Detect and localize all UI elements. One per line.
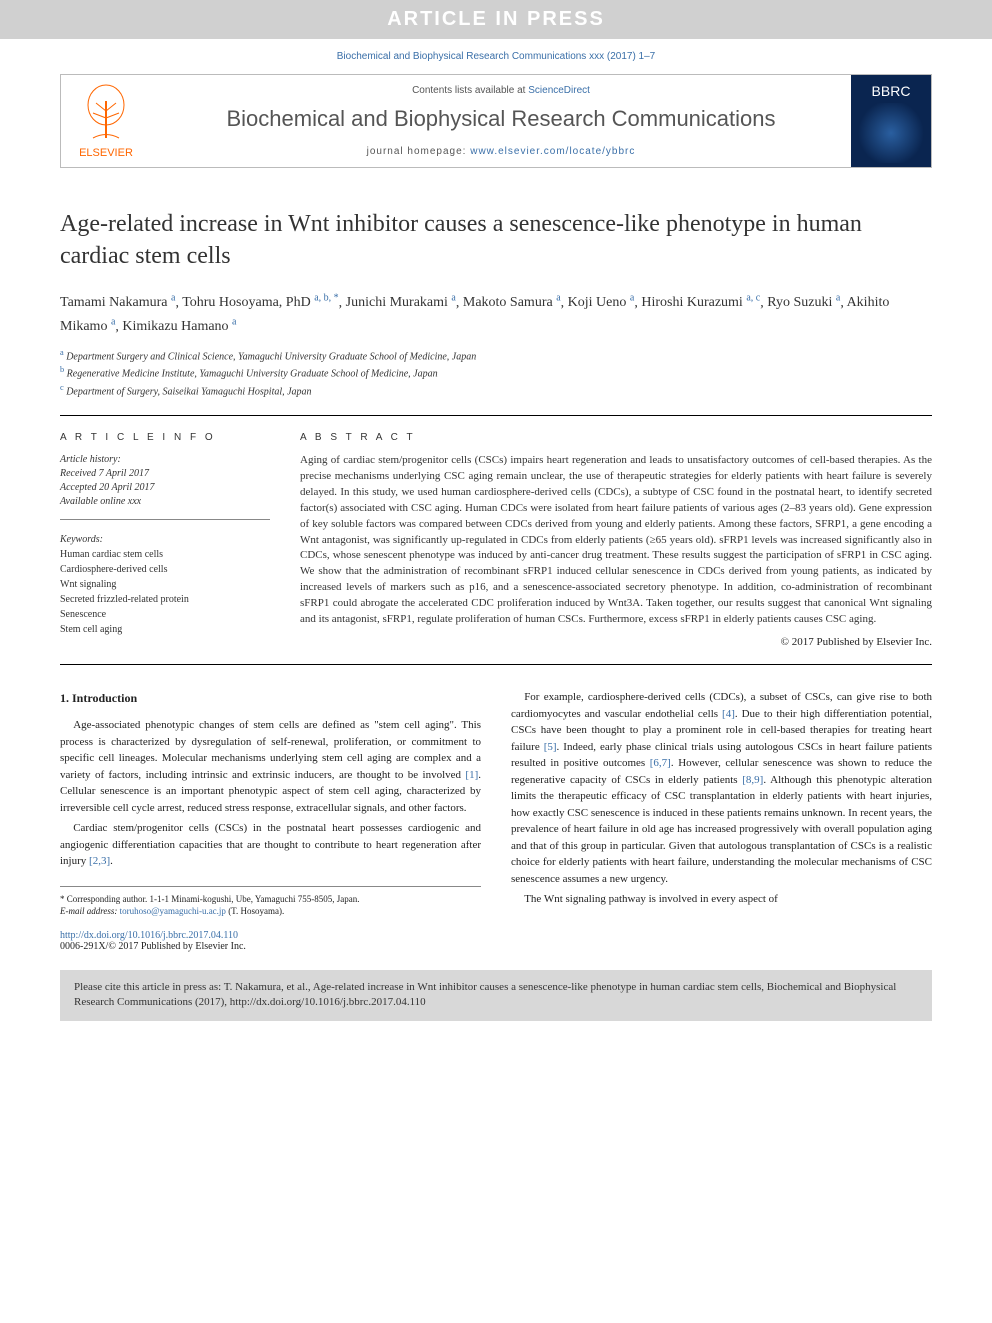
doi-link[interactable]: http://dx.doi.org/10.1016/j.bbrc.2017.04… (60, 930, 238, 941)
author: Tohru Hosoyama, PhD a, b, * (182, 295, 338, 310)
header-center: Contents lists available at ScienceDirec… (151, 75, 851, 167)
affiliation: b Regenerative Medicine Institute, Yamag… (60, 364, 932, 381)
corresponding-author: * Corresponding author. 1-1-1 Minami-kog… (60, 893, 481, 906)
author: Junichi Murakami a (346, 295, 456, 310)
divider (60, 664, 932, 665)
contents-prefix: Contents lists available at (412, 85, 528, 96)
article-info-column: A R T I C L E I N F O Article history: R… (60, 432, 270, 648)
elsevier-tree-icon (81, 83, 131, 143)
journal-citation: Biochemical and Biophysical Research Com… (0, 39, 992, 74)
keyword: Stem cell aging (60, 622, 270, 637)
article-history: Article history: Received 7 April 2017 A… (60, 453, 270, 520)
ref-link[interactable]: [2,3] (89, 855, 110, 867)
ref-link[interactable]: [4] (722, 708, 735, 720)
intro-para-2: Cardiac stem/progenitor cells (CSCs) in … (60, 820, 481, 870)
journal-cover-thumb: BBRC (851, 75, 931, 167)
author: Tamami Nakamura a (60, 295, 175, 310)
issn-line: 0006-291X/© 2017 Published by Elsevier I… (60, 941, 932, 952)
cite-box: Please cite this article in press as: T.… (60, 970, 932, 1021)
column-left: 1. Introduction Age-associated phenotypi… (60, 689, 481, 918)
ref-link[interactable]: [1] (465, 769, 478, 781)
journal-name: Biochemical and Biophysical Research Com… (161, 106, 841, 132)
corresponding-email: E-mail address: toruhoso@yamaguchi-u.ac.… (60, 905, 481, 918)
intro-para-1: Age-associated phenotypic changes of ste… (60, 717, 481, 816)
article-in-press-banner: ARTICLE IN PRESS (0, 0, 992, 39)
info-abstract-row: A R T I C L E I N F O Article history: R… (60, 432, 932, 648)
elsevier-label: ELSEVIER (79, 147, 133, 159)
keywords-list: Human cardiac stem cellsCardiosphere-der… (60, 547, 270, 637)
keyword: Senescence (60, 607, 270, 622)
contents-line: Contents lists available at ScienceDirec… (161, 85, 841, 96)
abstract-column: A B S T R A C T Aging of cardiac stem/pr… (300, 432, 932, 648)
email-name: (T. Hosoyama). (228, 906, 284, 916)
author: Kimikazu Hamano a (122, 319, 236, 334)
homepage-link[interactable]: www.elsevier.com/locate/ybbrc (470, 146, 635, 157)
ref-link[interactable]: [5] (544, 741, 557, 753)
homepage-prefix: journal homepage: (367, 146, 471, 157)
affiliations: a Department Surgery and Clinical Scienc… (60, 347, 932, 399)
history-accepted: Accepted 20 April 2017 (60, 481, 270, 495)
keywords-label: Keywords: (60, 534, 270, 545)
author: Hiroshi Kurazumi a, c (641, 295, 760, 310)
email-link[interactable]: toruhoso@yamaguchi-u.ac.jp (120, 906, 226, 916)
cover-image (855, 103, 927, 163)
sciencedirect-link[interactable]: ScienceDirect (528, 85, 590, 96)
intro-para-4: The Wnt signaling pathway is involved in… (511, 891, 932, 908)
author: Makoto Samura a (463, 295, 561, 310)
body-columns: 1. Introduction Age-associated phenotypi… (60, 689, 932, 918)
author: Ryo Suzuki a (767, 295, 840, 310)
ref-link[interactable]: [8,9] (742, 774, 763, 786)
affiliation: c Department of Surgery, Saiseikai Yamag… (60, 382, 932, 399)
history-online: Available online xxx (60, 495, 270, 509)
doi-block: http://dx.doi.org/10.1016/j.bbrc.2017.04… (60, 930, 932, 952)
journal-header-box: ELSEVIER Contents lists available at Sci… (60, 74, 932, 168)
footnotes: * Corresponding author. 1-1-1 Minami-kog… (60, 886, 481, 918)
email-label: E-mail address: (60, 906, 117, 916)
authors-list: Tamami Nakamura a, Tohru Hosoyama, PhD a… (60, 291, 932, 339)
abstract-text: Aging of cardiac stem/progenitor cells (… (300, 453, 932, 628)
article-title: Age-related increase in Wnt inhibitor ca… (60, 208, 932, 273)
ref-link[interactable]: [6,7] (650, 757, 671, 769)
keyword: Wnt signaling (60, 577, 270, 592)
section-1-heading: 1. Introduction (60, 689, 481, 707)
author: Koji Ueno a (568, 295, 635, 310)
history-received: Received 7 April 2017 (60, 467, 270, 481)
affiliation: a Department Surgery and Clinical Scienc… (60, 347, 932, 364)
column-right: For example, cardiosphere-derived cells … (511, 689, 932, 918)
homepage-line: journal homepage: www.elsevier.com/locat… (161, 146, 841, 157)
keyword: Cardiosphere-derived cells (60, 562, 270, 577)
article-info-label: A R T I C L E I N F O (60, 432, 270, 443)
elsevier-logo: ELSEVIER (61, 75, 151, 167)
intro-para-3: For example, cardiosphere-derived cells … (511, 689, 932, 887)
article-meta: Age-related increase in Wnt inhibitor ca… (60, 208, 932, 399)
history-label: Article history: (60, 453, 270, 467)
abstract-copyright: © 2017 Published by Elsevier Inc. (300, 636, 932, 648)
keyword: Human cardiac stem cells (60, 547, 270, 562)
divider (60, 415, 932, 416)
keyword: Secreted frizzled-related protein (60, 592, 270, 607)
cover-abbrev: BBRC (855, 79, 927, 103)
abstract-label: A B S T R A C T (300, 432, 932, 443)
